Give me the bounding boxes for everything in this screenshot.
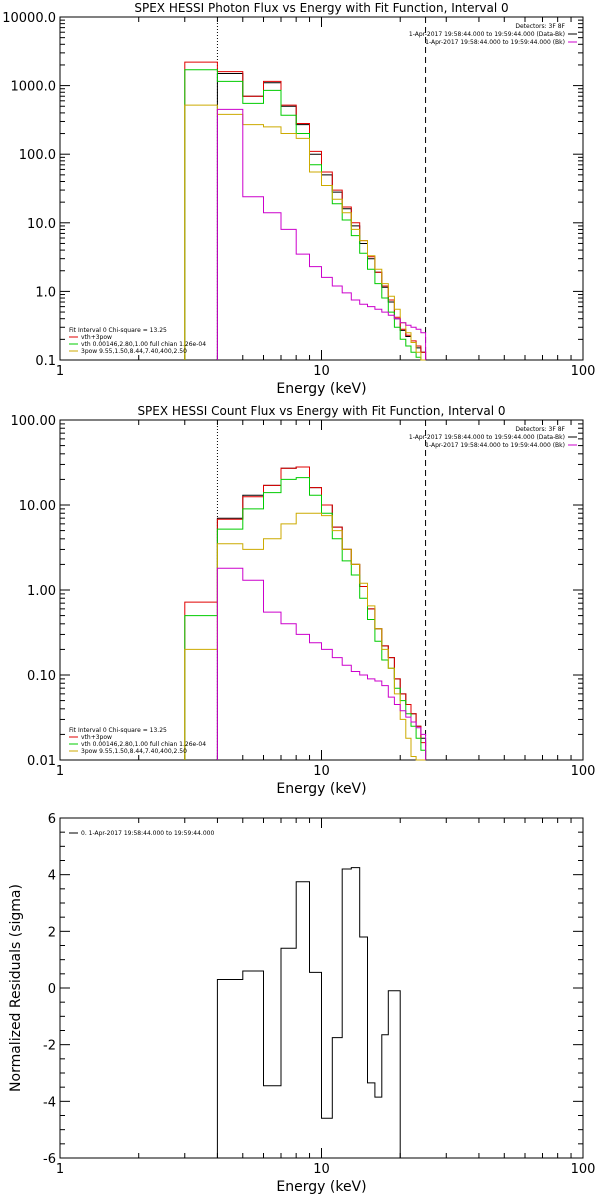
y-tick-label: 1000.0 — [11, 80, 57, 95]
y-tick-label: 0.01 — [27, 754, 56, 769]
residuals-panel: 1 10 100 -6 -4 -2 0 2 4 6 Energy (keV) Normalized R… — [8, 812, 595, 1195]
legend-entry-text: 1-Apr-2017 19:58:44.000 to 19:59:44.000 … — [409, 434, 565, 441]
x-tick-label: 1 — [56, 764, 64, 779]
histogram-series-1 — [184, 466, 427, 760]
histogram-series-3 — [184, 512, 426, 761]
y-tick-label: -4 — [43, 1095, 56, 1110]
legend-entry-text: 1-Apr-2017 19:58:44.000 to 19:59:44.000 … — [409, 31, 565, 38]
histogram-series-0 — [216, 73, 427, 360]
legend-entry-text: 3pow 9.55,1.50,8.44,7.40,400,2.50 — [81, 348, 187, 355]
chart-title: SPEX HESSI Count Flux vs Energy with Fit… — [137, 404, 505, 418]
fit-legend-header: Fit Interval 0 Chi-square = 13.25 — [69, 327, 167, 334]
photon-flux-panel: SPEX HESSI Photon Flux vs Energy with Fi… — [2, 1, 595, 397]
fit-legend-header: Fit Interval 0 Chi-square = 13.25 — [69, 727, 167, 734]
y-tick-label: 1.0 — [35, 285, 56, 300]
histogram-series-2 — [184, 477, 427, 760]
y-tick-label: 0.10 — [27, 669, 56, 684]
legend-entry-text: 1-Apr-2017 19:58:44.000 to 19:59:44.000 … — [425, 442, 565, 449]
x-tick-label: 100 — [571, 764, 596, 779]
x-axis-label: Energy (keV) — [276, 381, 366, 397]
legend-entry-text: vth 0.00146,2.80,1.00 full chian 1.26e-0… — [81, 741, 206, 748]
plot-frame — [59, 16, 584, 361]
x-axis-label: Energy (keV) — [276, 781, 366, 797]
y-tick-label: 100.0 — [19, 148, 56, 163]
legend-entry-text: 1-Apr-2017 19:58:44.000 to 19:59:44.000 … — [425, 39, 565, 46]
x-tick-label: 1 — [56, 364, 64, 379]
legend-entry-text: 3pow 9.55,1.50,8.44,7.40,400,2.50 — [81, 748, 187, 755]
y-tick-label: 0 — [48, 982, 56, 997]
x-tick-label: 100 — [571, 364, 596, 379]
histogram-series-0 — [216, 867, 426, 1159]
x-tick-label: 10 — [313, 764, 330, 779]
y-tick-label: 10.0 — [27, 217, 56, 232]
x-tick-label: 10 — [313, 364, 330, 379]
chart-title: SPEX HESSI Photon Flux vs Energy with Fi… — [134, 1, 508, 15]
y-axis-label: Normalized Residuals (sigma) — [8, 884, 24, 1092]
x-tick-label: 10 — [313, 1162, 330, 1177]
y-tick-label: 10.00 — [19, 499, 56, 514]
y-tick-label: 4 — [48, 869, 56, 884]
x-tick-label: 100 — [571, 1162, 596, 1177]
histogram-series-3 — [184, 104, 426, 361]
y-tick-label: 2 — [48, 925, 56, 940]
detectors-legend-header: Detectors: 3F 8F — [515, 426, 565, 433]
y-tick-label: 6 — [48, 812, 56, 827]
y-tick-label: 1.00 — [27, 584, 56, 599]
legend-entry-text: 0. 1-Apr-2017 19:58:44.000 to 19:59:44.0… — [81, 830, 214, 837]
y-tick-label: 100.00 — [11, 414, 57, 429]
histogram-series-4 — [216, 108, 427, 360]
plot-frame — [59, 419, 584, 761]
y-tick-label: -2 — [43, 1039, 56, 1054]
count-flux-panel: SPEX HESSI Count Flux vs Energy with Fit… — [11, 404, 596, 797]
legend-entry-text: vth+3pow — [81, 334, 112, 341]
x-tick-label: 1 — [56, 1162, 64, 1177]
y-tick-label: -6 — [43, 1152, 56, 1167]
histogram-series-2 — [184, 69, 426, 361]
legend-entry-text: vth+3pow — [81, 734, 112, 741]
detectors-legend-header: Detectors: 3F 8F — [515, 23, 565, 30]
y-tick-label: 10000.0 — [2, 11, 56, 26]
histogram-series-4 — [216, 567, 427, 760]
legend-entry-text: vth 0.00146,2.80,1.00 full chian 1.26e-0… — [81, 341, 206, 348]
x-axis-label: Energy (keV) — [276, 1179, 366, 1195]
y-tick-label: 0.1 — [35, 354, 56, 369]
